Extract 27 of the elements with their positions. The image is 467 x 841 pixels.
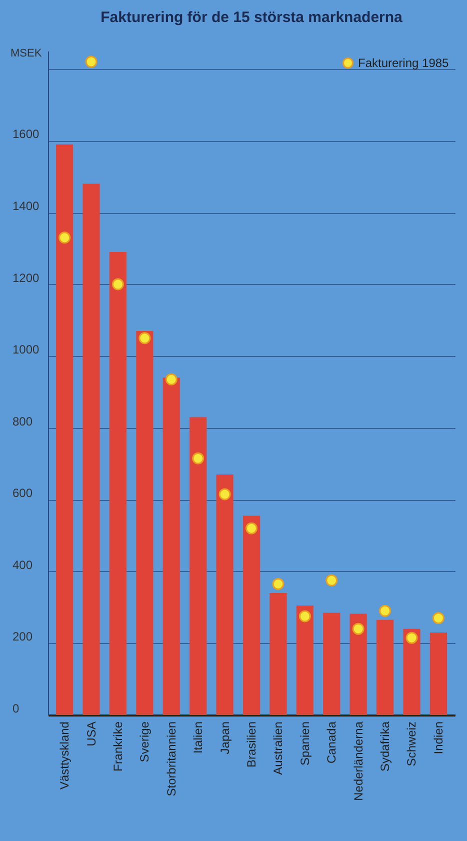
y-axis-title: MSEK [10, 48, 42, 60]
x-tick-label: Västtyskland [58, 722, 72, 790]
x-tick-label: Indien [431, 722, 446, 754]
x-tick-label: Australien [271, 722, 286, 775]
y-tick-label: 1200 [12, 270, 40, 285]
x-tick-label: Schweiz [404, 722, 419, 766]
legend-label: Fakturering 1985 [358, 56, 450, 70]
x-tick-label: Sverige [138, 721, 152, 762]
y-tick-label: 1400 [12, 199, 40, 214]
x-tick-label: Nederländerna [351, 721, 366, 801]
x-tick-label: Storbritannien [164, 722, 178, 796]
x-tick-label: Japan [218, 722, 232, 754]
x-tick-label: Canada [324, 721, 339, 764]
y-tick-label: 200 [12, 630, 33, 644]
y-tick-label: 600 [12, 486, 33, 500]
x-tick-label: Italien [191, 722, 206, 754]
y-tick-label: 800 [12, 414, 33, 428]
x-tick-label: Frankrike [110, 721, 125, 772]
x-tick-label: Sydafrika [378, 721, 392, 772]
x-tick-label: Spanien [298, 722, 312, 766]
x-tick-label: Brasilien [244, 722, 258, 768]
chart-title: Fakturering för de 15 största marknaderna [100, 9, 404, 26]
x-tick-label: USA [84, 722, 98, 746]
y-tick-label: 400 [12, 558, 33, 572]
y-tick-label: 1600 [12, 127, 40, 142]
y-tick-label: 0 [12, 702, 20, 716]
y-tick-label: 1000 [12, 342, 40, 357]
